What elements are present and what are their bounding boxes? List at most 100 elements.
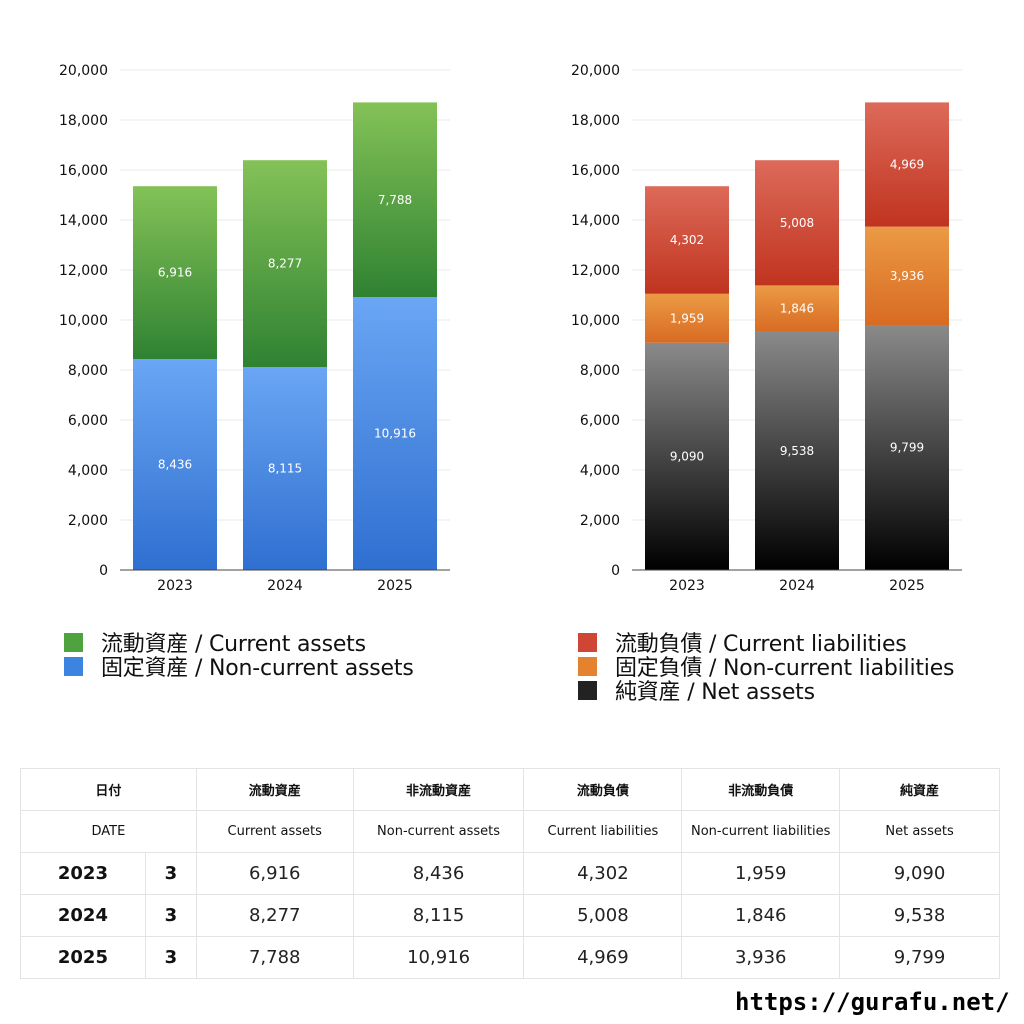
y-tick-label: 2,000 — [580, 513, 620, 529]
y-tick-label: 10,000 — [59, 313, 108, 329]
assets-legend: 流動資産 / Current assets 固定資産 / Non-current… — [64, 630, 414, 681]
x-tick-label: 2023 — [669, 578, 705, 594]
x-tick-label: 2025 — [889, 578, 925, 594]
table-row: 2025 3 7,788 10,916 4,969 3,936 9,799 — [20, 936, 1000, 979]
x-tick-label: 2023 — [157, 578, 193, 594]
bar-segment — [133, 359, 217, 570]
bar-value-label: 1,959 — [670, 311, 704, 325]
legend-label: 固定負債 / Non-current liabilities — [615, 656, 955, 681]
y-tick-label: 20,000 — [571, 63, 620, 79]
bar-segment — [243, 367, 327, 570]
y-tick-label: 18,000 — [571, 113, 620, 129]
footer-url[interactable]: https://gurafu.net/ — [735, 988, 1010, 1016]
cell-net-assets: 9,090 — [839, 852, 1000, 895]
cell-current-assets: 7,788 — [195, 936, 354, 979]
cell-non-current-liabilities: 1,846 — [681, 894, 841, 937]
cell-non-current-assets: 8,115 — [352, 894, 525, 937]
bar-value-label: 5,008 — [780, 216, 814, 230]
y-tick-label: 6,000 — [68, 413, 108, 429]
bar-segment — [755, 160, 839, 286]
legend-swatch — [64, 656, 83, 676]
y-tick-label: 12,000 — [59, 263, 108, 279]
legend-item-net-assets: 純資産 / Net assets — [578, 678, 954, 705]
cell-current-assets: 6,916 — [195, 852, 354, 895]
cell-current-liabilities: 5,008 — [523, 894, 683, 937]
y-tick-label: 18,000 — [59, 113, 108, 129]
bar-value-label: 6,916 — [158, 266, 192, 280]
bar-segment — [353, 297, 437, 570]
y-tick-label: 6,000 — [580, 413, 620, 429]
x-tick-label: 2024 — [267, 578, 303, 594]
bar-segment — [645, 342, 729, 570]
legend-label: 純資産 / Net assets — [615, 680, 815, 705]
y-tick-label: 0 — [611, 563, 620, 579]
header-current-assets-en: Current assets — [195, 810, 354, 853]
x-tick-label: 2024 — [779, 578, 815, 594]
table-header-row-en: DATE Current assets Non-current assets C… — [20, 810, 1000, 853]
legend-label: 流動負債 / Current liabilities — [615, 632, 907, 657]
table-header-row-jp: 日付 流動資産 非流動資産 流動負債 非流動負債 純資産 — [20, 768, 1000, 811]
x-tick-label: 2025 — [377, 578, 413, 594]
legend-item-non-current-liabilities: 固定負債 / Non-current liabilities — [578, 654, 955, 681]
cell-net-assets: 9,538 — [839, 894, 1000, 937]
header-current-liabilities-jp: 流動負債 — [523, 768, 683, 811]
legend-item-current-liabilities: 流動負債 / Current liabilities — [578, 630, 954, 657]
header-non-current-liabilities-en: Non-current liabilities — [681, 810, 841, 853]
y-tick-label: 0 — [99, 563, 108, 579]
header-non-current-assets-jp: 非流動資産 — [352, 768, 525, 811]
row-month: 3 — [144, 936, 197, 979]
y-tick-label: 4,000 — [580, 463, 620, 479]
bar-segment — [353, 102, 437, 298]
legend-label: 固定資産 / Non-current assets — [101, 656, 414, 681]
bar-value-label: 9,090 — [670, 449, 704, 463]
y-tick-label: 10,000 — [571, 313, 620, 329]
y-tick-label: 14,000 — [571, 213, 620, 229]
y-tick-label: 16,000 — [571, 163, 620, 179]
y-tick-label: 12,000 — [571, 263, 620, 279]
header-non-current-liabilities-jp: 非流動負債 — [681, 768, 841, 811]
table-row: 2023 3 6,916 8,436 4,302 1,959 9,090 — [20, 852, 1000, 895]
bar-segment — [645, 293, 729, 343]
row-month: 3 — [144, 852, 197, 895]
header-net-assets-jp: 純資産 — [839, 768, 1000, 811]
y-tick-label: 8,000 — [580, 363, 620, 379]
bar-value-label: 1,846 — [780, 301, 814, 315]
bar-value-label: 3,936 — [890, 269, 924, 283]
legend-label: 流動資産 / Current assets — [101, 632, 366, 657]
bar-segment — [133, 186, 217, 360]
legend-swatch — [578, 656, 597, 676]
cell-current-liabilities: 4,302 — [523, 852, 683, 895]
bar-value-label: 10,916 — [374, 427, 416, 441]
row-year: 2023 — [20, 852, 146, 895]
cell-non-current-assets: 8,436 — [352, 852, 525, 895]
header-current-liabilities-en: Current liabilities — [523, 810, 683, 853]
liabilities-chart: 0 2,000 4,000 6,000 8,000 10,000 12,000 14,000 1… — [512, 0, 1012, 600]
liabilities-legend: 流動負債 / Current liabilities 固定負債 / Non-cu… — [578, 630, 955, 705]
bar-segment — [755, 331, 839, 570]
y-tick-label: 8,000 — [68, 363, 108, 379]
bar-segment — [865, 325, 949, 570]
bar-segment — [755, 285, 839, 332]
y-tick-label: 14,000 — [59, 213, 108, 229]
bar-value-label: 4,969 — [890, 158, 924, 172]
y-tick-label: 20,000 — [59, 63, 108, 79]
cell-current-assets: 8,277 — [195, 894, 354, 937]
assets-chart-svg: 0 2,000 4,000 6,000 8,000 10,000 12,000 14,000 1… — [59, 63, 450, 594]
bar-value-label: 8,115 — [268, 462, 302, 476]
header-date-en: DATE — [20, 810, 197, 853]
header-date-jp: 日付 — [20, 768, 197, 811]
bar-value-label: 8,277 — [268, 257, 302, 271]
legend-item-non-current-assets: 固定資産 / Non-current assets — [64, 654, 414, 681]
y-tick-label: 16,000 — [59, 163, 108, 179]
legend-swatch — [64, 632, 83, 652]
legend-swatch — [578, 680, 597, 700]
bar-value-label: 4,302 — [670, 233, 704, 247]
bar-value-label: 8,436 — [158, 458, 192, 472]
cell-non-current-liabilities: 1,959 — [681, 852, 841, 895]
bar-segment — [645, 186, 729, 294]
financial-table: 日付 流動資産 非流動資産 流動負債 非流動負債 純資産 DATE Curren… — [20, 768, 1000, 979]
cell-current-liabilities: 4,969 — [523, 936, 683, 979]
cell-net-assets: 9,799 — [839, 936, 1000, 979]
cell-non-current-liabilities: 3,936 — [681, 936, 841, 979]
row-month: 3 — [144, 894, 197, 937]
